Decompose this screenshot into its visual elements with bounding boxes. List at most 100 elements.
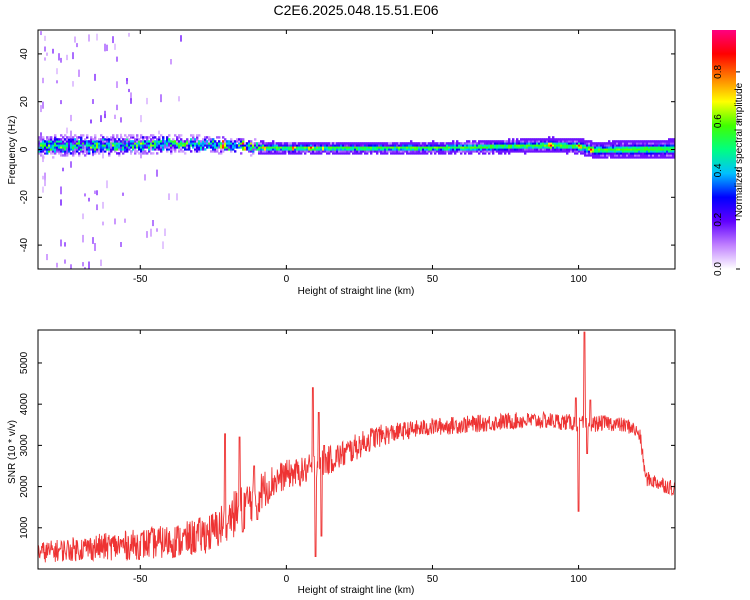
spectrogram-cell	[202, 138, 205, 141]
spectrogram-cell	[124, 146, 127, 149]
spectrogram-cell	[124, 144, 127, 147]
spectrogram-cell	[280, 152, 283, 155]
spectrogram-cell	[252, 142, 255, 145]
spectrogram-cell	[522, 142, 525, 145]
spectrogram-cell	[66, 154, 69, 157]
spectrogram-cell	[94, 142, 97, 145]
spectrogram-cell	[596, 148, 599, 151]
spectrogram-y-tick-label: -20	[19, 190, 30, 205]
spectrogram-speckle	[60, 57, 62, 63]
spectrogram-cell	[648, 152, 651, 155]
spectrogram-cell	[60, 140, 63, 143]
spectrogram-cell	[604, 152, 607, 155]
spectrogram-cell	[556, 146, 559, 149]
spectrogram-cell	[276, 146, 279, 149]
spectrogram-cell	[650, 142, 653, 145]
spectrogram-cell	[608, 142, 611, 145]
spectrogram-cell	[166, 146, 169, 149]
spectrogram-cell	[380, 150, 383, 153]
spectrogram-speckle	[40, 105, 42, 113]
spectrogram-cell	[266, 152, 269, 155]
spectrogram-cell	[474, 144, 477, 147]
spectrogram-cell	[58, 152, 61, 155]
spectrogram-cell	[636, 140, 639, 143]
spectrogram-cell	[48, 138, 51, 141]
spectrogram-cell	[54, 150, 57, 153]
spectrogram-cell	[318, 148, 321, 151]
spectrogram-cell	[406, 144, 409, 147]
spectrogram-cell	[542, 140, 545, 143]
spectrogram-cell	[520, 140, 523, 143]
spectrogram-cell	[138, 138, 141, 141]
spectrogram-cell	[258, 146, 261, 149]
spectrogram-cell	[634, 148, 637, 151]
spectrogram-cell	[150, 134, 153, 137]
spectrogram-cell	[118, 148, 121, 151]
spectrogram-cell	[184, 144, 187, 147]
spectrogram-cell	[58, 144, 61, 147]
spectrogram-cell	[196, 138, 199, 141]
spectrogram-cell	[58, 148, 61, 151]
spectrogram-cell	[482, 140, 485, 143]
spectrogram-cell	[100, 140, 103, 143]
spectrogram-cell	[256, 144, 259, 147]
spectrogram-cell	[264, 146, 267, 149]
spectrogram-cell	[600, 156, 603, 159]
spectrogram-cell	[578, 138, 581, 141]
spectrogram-cell	[610, 150, 613, 153]
spectrogram-cell	[218, 146, 221, 149]
spectrogram-cell	[118, 140, 121, 143]
spectrogram-cell	[446, 150, 449, 153]
spectrogram-cell	[176, 138, 179, 141]
spectrogram-cell	[294, 146, 297, 149]
spectrogram-cell	[108, 152, 111, 155]
spectrogram-speckle	[94, 243, 96, 251]
spectrogram-cell	[544, 150, 547, 153]
spectrogram-cell	[438, 142, 441, 145]
spectrogram-cell	[580, 138, 583, 141]
spectrogram-cell	[376, 146, 379, 149]
spectrogram-cell	[122, 148, 125, 151]
spectrogram-cell	[292, 146, 295, 149]
spectrogram-cell	[78, 136, 81, 139]
spectrogram-cell	[638, 140, 641, 143]
spectrogram-cell	[528, 144, 531, 147]
spectrogram-cell	[560, 142, 563, 145]
spectrogram-cell	[88, 150, 91, 153]
spectrogram-cell	[618, 148, 621, 151]
spectrogram-cell	[234, 144, 237, 147]
spectrogram-cell	[574, 146, 577, 149]
spectrogram-cell	[604, 154, 607, 157]
spectrogram-cell	[490, 140, 493, 143]
spectrogram-cell	[114, 142, 117, 145]
spectrogram-cell	[514, 144, 517, 147]
spectrogram-cell	[564, 144, 567, 147]
spectrogram-cell	[642, 144, 645, 147]
spectrogram-cell	[478, 142, 481, 145]
spectrogram-cell	[258, 152, 261, 155]
spectrogram-speckle	[120, 242, 122, 247]
spectrogram-cell	[148, 144, 151, 147]
spectrogram-cell	[468, 140, 471, 143]
spectrogram-cell	[114, 146, 117, 149]
spectrogram-cell	[648, 144, 651, 147]
spectrogram-cell	[156, 148, 159, 151]
spectrogram-cell	[84, 142, 87, 145]
spectrogram-cell	[408, 150, 411, 153]
spectrogram-cell	[108, 138, 111, 141]
spectrogram-cell	[220, 150, 223, 153]
spectrogram-cell	[400, 144, 403, 147]
spectrogram-cell	[370, 150, 373, 153]
spectrogram-y-tick-label: 20	[19, 96, 30, 108]
spectrogram-cell	[636, 148, 639, 151]
spectrogram-cell	[68, 148, 71, 151]
spectrogram-cell	[448, 146, 451, 149]
spectrogram-cell	[640, 152, 643, 155]
spectrogram-cell	[650, 146, 653, 149]
spectrogram-cell	[298, 144, 301, 147]
spectrogram-cell	[368, 144, 371, 147]
spectrogram-cell	[448, 144, 451, 147]
spectrogram-cell	[64, 142, 67, 145]
spectrogram-cell	[608, 144, 611, 147]
spectrogram-cell	[496, 150, 499, 153]
